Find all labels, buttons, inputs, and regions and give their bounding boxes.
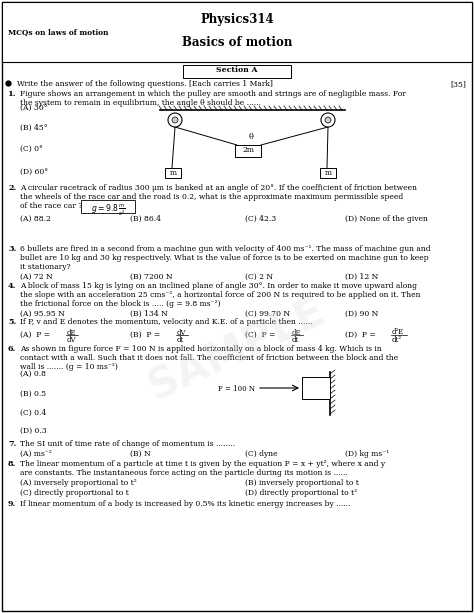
Circle shape — [168, 113, 182, 127]
Text: 7.: 7. — [8, 440, 16, 448]
Bar — [165, 168, 181, 178]
Text: 6 bullets are fired in a second from a machine gun with velocity of 400 ms⁻¹. Th: 6 bullets are fired in a second from a m… — [20, 245, 430, 253]
Text: (D) 12 N: (D) 12 N — [345, 273, 378, 281]
Text: (B) 45°: (B) 45° — [20, 124, 47, 132]
Text: m: m — [169, 169, 176, 177]
Bar — [320, 168, 336, 178]
Circle shape — [172, 117, 178, 123]
Text: 4.: 4. — [8, 282, 17, 290]
Text: (C)  P =: (C) P = — [245, 331, 275, 339]
Text: (C) dyne: (C) dyne — [245, 450, 278, 458]
Text: (D) 0.3: (D) 0.3 — [20, 427, 47, 435]
Text: As shown in figure force F = 100 N is applied horizontally on a block of mass 4 : As shown in figure force F = 100 N is ap… — [20, 345, 382, 353]
Text: (A) 72 N: (A) 72 N — [20, 273, 53, 281]
Text: dt: dt — [177, 336, 184, 344]
Text: A block of mass 15 kg is lying on an inclined plane of angle 30°. In order to ma: A block of mass 15 kg is lying on an inc… — [20, 282, 417, 290]
Text: (D)  P =: (D) P = — [345, 331, 376, 339]
Text: F = 100 N: F = 100 N — [218, 385, 255, 393]
Text: The linear momentum of a particle at time t is given by the equation P = x + yt²: The linear momentum of a particle at tim… — [20, 460, 385, 468]
Text: 3.: 3. — [8, 245, 16, 253]
Text: A circular racetrack of radius 300 μm is banked at an angle of 20°. If the coeff: A circular racetrack of radius 300 μm is… — [20, 184, 417, 192]
Text: (C) directly proportional to t: (C) directly proportional to t — [20, 489, 129, 497]
Circle shape — [321, 113, 335, 127]
Text: the frictional force on the block is ..... (g = 9.8 ms⁻²): the frictional force on the block is ...… — [20, 300, 220, 308]
Text: (A)  P =: (A) P = — [20, 331, 50, 339]
Text: (A) 88.2: (A) 88.2 — [20, 215, 51, 223]
Text: (C) 99.70 N: (C) 99.70 N — [245, 310, 290, 318]
Text: dt²: dt² — [392, 336, 402, 344]
Text: $g = 9.8\,\frac{m}{s^2}$: $g = 9.8\,\frac{m}{s^2}$ — [91, 202, 126, 218]
Text: wall is ....... (g = 10 ms⁻²): wall is ....... (g = 10 ms⁻²) — [20, 363, 118, 371]
Bar — [302, 377, 330, 399]
Text: (B)  P =: (B) P = — [130, 331, 160, 339]
FancyBboxPatch shape — [81, 200, 135, 213]
Text: are constants. The instantaneous force acting on the particle during its motion : are constants. The instantaneous force a… — [20, 469, 348, 477]
Text: of the race car ?: of the race car ? — [20, 202, 82, 210]
Text: The SI unit of time rate of change of momentum is ........: The SI unit of time rate of change of mo… — [20, 440, 235, 448]
Text: dV: dV — [177, 329, 186, 337]
Text: (A) 0.8: (A) 0.8 — [20, 370, 46, 378]
Text: MCQs on laws of motion: MCQs on laws of motion — [8, 28, 109, 36]
Circle shape — [325, 117, 331, 123]
Text: θ: θ — [249, 133, 254, 141]
Text: (C) 0°: (C) 0° — [20, 145, 43, 153]
Text: Section A: Section A — [216, 66, 258, 74]
Text: (B) 0.5: (B) 0.5 — [20, 390, 46, 398]
Text: 8.: 8. — [8, 460, 16, 468]
Text: Basics of motion: Basics of motion — [182, 36, 292, 49]
Text: it stationary?: it stationary? — [20, 263, 71, 271]
Text: (B) 134 N: (B) 134 N — [130, 310, 168, 318]
Text: contact with a wall. Such that it does not fall. The coefficient of friction bet: contact with a wall. Such that it does n… — [20, 354, 398, 362]
Text: (D) directly proportional to t²: (D) directly proportional to t² — [245, 489, 357, 497]
Text: (C) 0.4: (C) 0.4 — [20, 409, 46, 417]
Text: (D) 90 N: (D) 90 N — [345, 310, 378, 318]
Text: dE: dE — [67, 329, 76, 337]
Bar — [235, 145, 261, 157]
Text: (C) 42.3: (C) 42.3 — [245, 215, 276, 223]
Text: 6.: 6. — [8, 345, 16, 353]
Text: the slope with an acceleration 25 cms⁻², a horizontal force of 200 N is required: the slope with an acceleration 25 cms⁻²,… — [20, 291, 420, 299]
Text: Figure shows an arrangement in which the pulley are smooth and strings are of ne: Figure shows an arrangement in which the… — [20, 90, 406, 98]
Text: 2m: 2m — [242, 146, 254, 154]
Text: If linear momentum of a body is increased by 0.5% its kinetic energy increases b: If linear momentum of a body is increase… — [20, 500, 350, 508]
Bar — [183, 65, 291, 78]
Text: (D) kg ms⁻¹: (D) kg ms⁻¹ — [345, 450, 389, 458]
Text: (A) ms⁻²: (A) ms⁻² — [20, 450, 52, 458]
Text: (B) 7200 N: (B) 7200 N — [130, 273, 173, 281]
Text: (B) inversely proportional to t: (B) inversely proportional to t — [245, 479, 359, 487]
Text: the system to remain in equilibrium, the angle θ should be ......: the system to remain in equilibrium, the… — [20, 99, 261, 107]
Text: Physics314: Physics314 — [200, 13, 274, 26]
Text: 1.: 1. — [8, 90, 17, 98]
Text: (A) 30°: (A) 30° — [20, 104, 47, 112]
Text: (A) 95.95 N: (A) 95.95 N — [20, 310, 65, 318]
Text: the wheels of the race car and the road is 0.2, what is the approximate maximum : the wheels of the race car and the road … — [20, 193, 403, 201]
Bar — [2, 2, 472, 62]
Text: 9.: 9. — [8, 500, 16, 508]
Text: (D) None of the given: (D) None of the given — [345, 215, 428, 223]
Text: (B) 86.4: (B) 86.4 — [130, 215, 161, 223]
Text: d²E: d²E — [392, 328, 404, 336]
Text: 5.: 5. — [8, 318, 16, 326]
Text: m: m — [324, 169, 331, 177]
Text: SAMPLE: SAMPLE — [142, 291, 332, 409]
Text: (B) N: (B) N — [130, 450, 151, 458]
Text: Write the answer of the following questions. [Each carries 1 Mark]: Write the answer of the following questi… — [17, 80, 273, 88]
Text: dV: dV — [67, 336, 76, 344]
Text: (D) 60°: (D) 60° — [20, 168, 48, 176]
Text: (A) inversely proportional to t²: (A) inversely proportional to t² — [20, 479, 137, 487]
Text: 2.: 2. — [8, 184, 16, 192]
Text: If P, v and E denotes the momentum, velocity and K.E. of a particle then ......: If P, v and E denotes the momentum, velo… — [20, 318, 312, 326]
Text: bullet are 10 kg and 30 kg respectively. What is the value of force is to be exe: bullet are 10 kg and 30 kg respectively.… — [20, 254, 428, 262]
Text: dE: dE — [292, 329, 301, 337]
Text: (C) 2 N: (C) 2 N — [245, 273, 273, 281]
Text: dt: dt — [292, 336, 299, 344]
Text: [35]: [35] — [450, 80, 466, 88]
